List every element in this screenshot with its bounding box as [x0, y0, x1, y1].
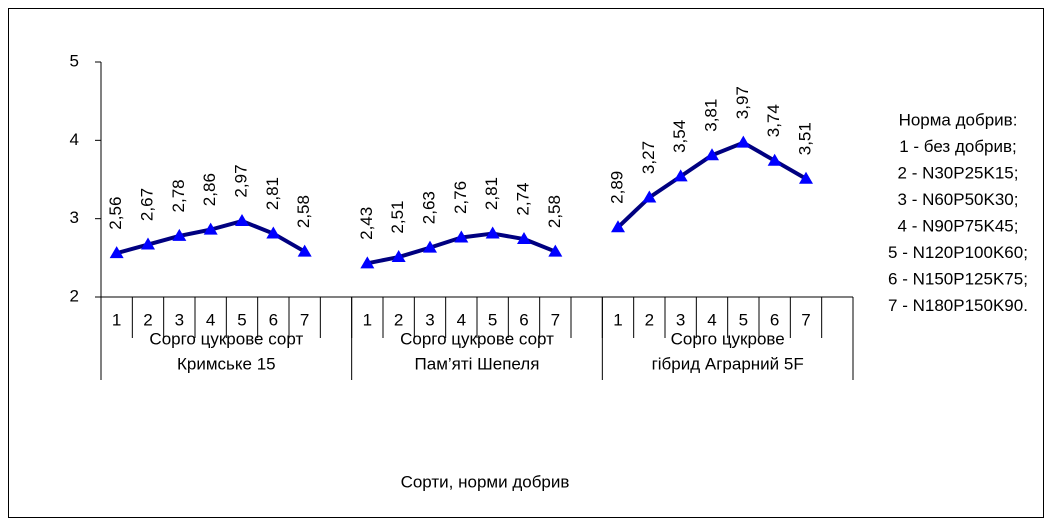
x-tick-label: 7 [551, 310, 560, 329]
x-tick-label: 2 [143, 310, 152, 329]
x-tick-label: 3 [175, 310, 184, 329]
data-label: 2,81 [263, 177, 282, 210]
data-label: 2,81 [482, 177, 501, 210]
data-label: 2,43 [357, 207, 376, 240]
point-marker [642, 190, 657, 203]
note-line: 4 - N90P75K45; [898, 216, 1019, 235]
x-tick-label: 2 [394, 310, 403, 329]
data-label: 3,54 [670, 120, 689, 153]
point-marker [109, 246, 124, 259]
point-marker [799, 171, 813, 184]
data-label: 2,89 [607, 171, 626, 204]
data-label: 2,58 [294, 195, 313, 228]
x-tick-label: 5 [488, 310, 497, 329]
data-label: 3,27 [639, 141, 658, 174]
data-label: 2,74 [513, 182, 532, 215]
note-line: Норма добрив: [899, 110, 1018, 129]
data-label: 3,97 [733, 86, 752, 119]
x-tick-label: 5 [739, 310, 748, 329]
x-tick-label: 4 [707, 310, 716, 329]
point-marker [235, 214, 249, 227]
group-label: Сорго цукрове [671, 329, 785, 348]
point-marker [454, 230, 469, 243]
group-label: Кримське 15 [177, 354, 276, 373]
point-marker [485, 226, 500, 239]
x-tick-label: 6 [519, 310, 528, 329]
data-label: 2,97 [231, 164, 250, 197]
y-tick-label: 5 [70, 51, 79, 70]
group-label: Пам’яті Шепеля [415, 354, 540, 373]
data-label: 2,63 [419, 191, 438, 224]
data-label: 3,51 [795, 122, 814, 155]
data-label: 2,78 [169, 179, 188, 212]
point-marker [611, 220, 625, 233]
x-axis-title: Сорти, норми добрив [401, 472, 570, 491]
point-marker [203, 222, 218, 235]
x-tick-label: 7 [300, 310, 309, 329]
x-tick-label: 6 [269, 310, 278, 329]
x-tick-label: 1 [613, 310, 622, 329]
point-marker [673, 169, 688, 182]
point-marker [517, 232, 531, 245]
note-line: 3 - N60P50K30; [898, 190, 1019, 209]
note-line: 7 - N180P150K90. [888, 296, 1028, 315]
x-tick-label: 1 [363, 310, 372, 329]
x-tick-label: 1 [112, 310, 121, 329]
note-line: 6 - N150P125K75; [888, 269, 1028, 288]
data-label: 2,51 [388, 201, 407, 234]
data-label: 3,81 [701, 99, 720, 132]
x-tick-label: 4 [457, 310, 466, 329]
group-label: Сорго цукрове сорт [400, 329, 554, 348]
x-tick-label: 3 [425, 310, 434, 329]
point-marker [297, 244, 312, 257]
note-line: 5 - N120P100K60; [888, 243, 1028, 262]
point-marker [423, 240, 437, 253]
x-tick-label: 4 [206, 310, 215, 329]
data-label: 3,74 [764, 104, 783, 137]
point-marker [705, 148, 719, 161]
note-line: 2 - N30P25K15; [898, 163, 1019, 182]
data-label: 2,58 [545, 195, 564, 228]
group-label: гібрид Аграрний 5F [652, 354, 804, 373]
note-line: 1 - без добрив; [899, 137, 1017, 156]
point-marker [767, 153, 782, 166]
y-tick-label: 4 [70, 130, 79, 149]
point-marker [266, 226, 281, 239]
data-label: 2,86 [200, 173, 219, 206]
point-marker [391, 250, 406, 263]
chart-frame [8, 8, 1044, 518]
group-label: Сорго цукрове сорт [149, 329, 303, 348]
data-label: 2,76 [451, 181, 470, 214]
point-marker [141, 237, 155, 250]
data-label: 2,56 [106, 197, 125, 230]
x-tick-label: 5 [237, 310, 246, 329]
x-tick-label: 7 [801, 310, 810, 329]
x-tick-label: 3 [676, 310, 685, 329]
x-tick-label: 2 [645, 310, 654, 329]
x-tick-label: 6 [770, 310, 779, 329]
point-marker [360, 256, 375, 269]
point-marker [548, 244, 563, 257]
y-tick-label: 2 [70, 286, 79, 305]
data-label: 2,67 [137, 188, 156, 221]
point-marker [736, 135, 751, 148]
point-marker [172, 228, 187, 241]
y-tick-label: 3 [70, 208, 79, 227]
